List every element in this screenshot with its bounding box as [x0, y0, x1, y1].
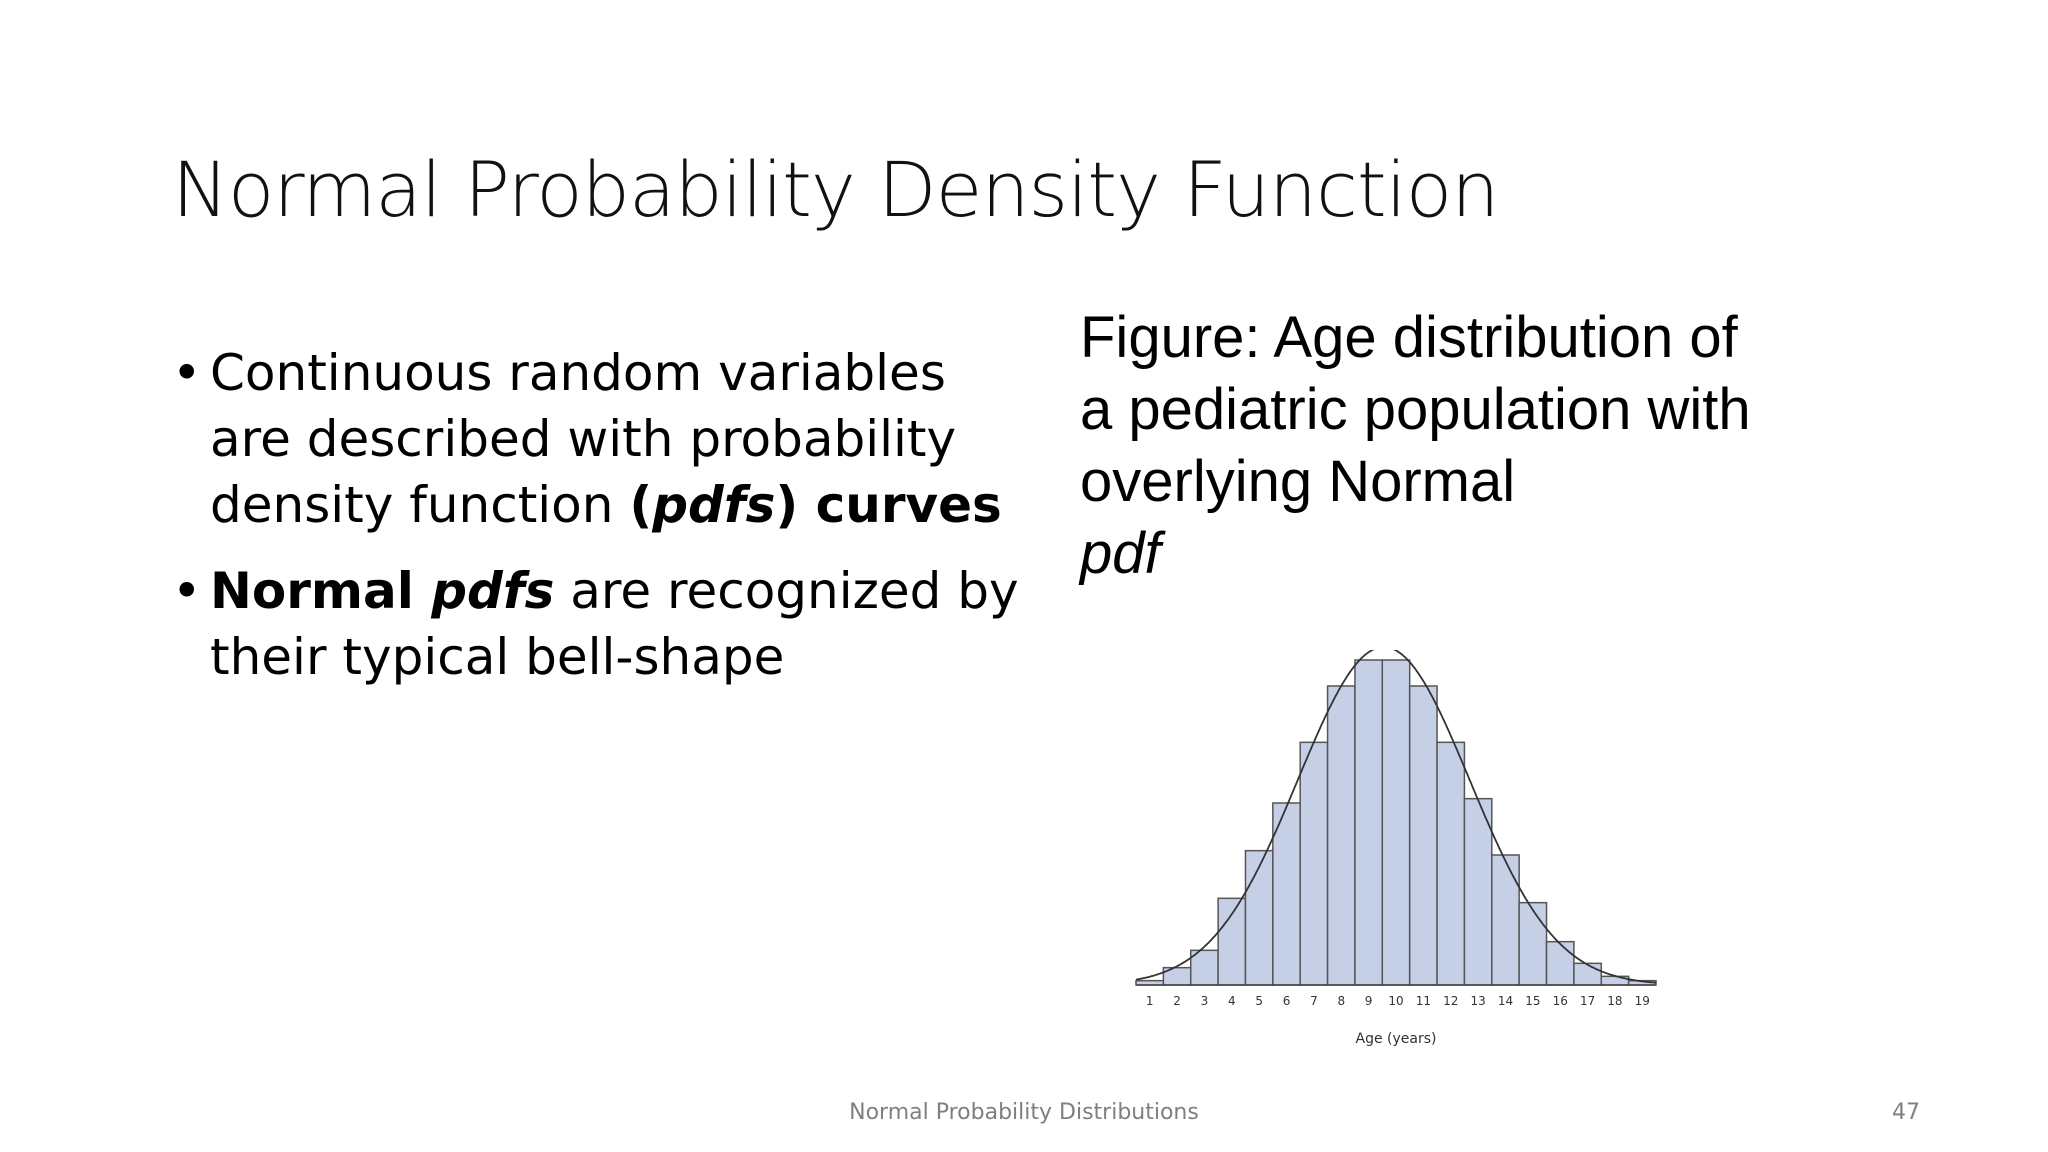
bullet-text: Continuous random variables are describe… — [210, 344, 957, 534]
bullet-text-bold-italic: pdfs — [652, 476, 775, 534]
page-number: 47 — [1892, 1100, 1920, 1125]
x-tick-label: 8 — [1337, 994, 1345, 1008]
x-tick-label: 18 — [1607, 994, 1622, 1008]
figure-caption: Figure: Age distribution of a pediatric … — [1080, 302, 1760, 590]
x-axis-title: Age (years) — [1356, 1031, 1437, 1047]
bullet-item: Normal pdfs are recognized by their typi… — [172, 558, 1032, 690]
x-tick-label: 11 — [1416, 994, 1431, 1008]
x-tick-label: 9 — [1365, 994, 1373, 1008]
bullet-text-bold: Normal — [210, 562, 432, 620]
x-tick-label: 7 — [1310, 994, 1318, 1008]
histogram-bar — [1326, 685, 1356, 986]
histogram-bar — [1354, 659, 1384, 986]
histogram-bar — [1573, 962, 1603, 986]
histogram-bar — [1436, 741, 1466, 986]
bullet-text: are recognized by their typical bell-sha… — [210, 562, 1019, 686]
histogram-bar — [1491, 854, 1520, 986]
x-tick-label: 10 — [1388, 994, 1403, 1008]
bullet-list: Continuous random variables are describe… — [172, 340, 1032, 710]
x-tick-label: 13 — [1470, 994, 1485, 1008]
x-tick-label: 5 — [1255, 994, 1263, 1008]
slide-title: Normal Probability Density Function — [172, 145, 1499, 234]
normal-pdf-curve — [1135, 650, 1657, 984]
histogram-bar — [1217, 897, 1247, 986]
x-tick-label: 4 — [1228, 994, 1236, 1008]
histogram-bar — [1518, 901, 1548, 986]
bullet-item: Continuous random variables are describe… — [172, 340, 1032, 538]
x-tick-label: 6 — [1283, 994, 1291, 1008]
bullet-text-bold: ( — [629, 476, 653, 534]
bullet-text-bold: ) curves — [775, 476, 1002, 534]
histogram-bar — [1272, 802, 1301, 986]
histogram-bar — [1244, 849, 1274, 986]
histogram-bar — [1545, 940, 1575, 986]
x-tick-label: 2 — [1173, 994, 1181, 1008]
x-tick-label: 15 — [1525, 994, 1540, 1008]
x-tick-label: 17 — [1580, 994, 1595, 1008]
x-tick-label: 16 — [1553, 994, 1568, 1008]
bullet-text-bold-italic: pdfs — [431, 562, 554, 620]
pdfs-term: pdfs — [652, 476, 776, 534]
x-tick-label: 1 — [1146, 994, 1154, 1008]
slide-footer: Normal Probability Distributions — [849, 1100, 1199, 1125]
caption-text: Figure: Age distribution of a pediatric … — [1080, 305, 1751, 514]
x-tick-label: 19 — [1635, 994, 1650, 1008]
x-tick-label: 12 — [1443, 994, 1458, 1008]
caption-italic: pdf — [1080, 521, 1161, 586]
histogram-bar — [1299, 741, 1329, 986]
histogram-bar — [1408, 685, 1438, 986]
histogram-bar — [1381, 659, 1411, 986]
x-tick-label: 14 — [1498, 994, 1513, 1008]
x-tick-label: 3 — [1201, 994, 1209, 1008]
pdfs-term: pdfs — [431, 562, 555, 620]
histogram-bar — [1463, 797, 1493, 986]
